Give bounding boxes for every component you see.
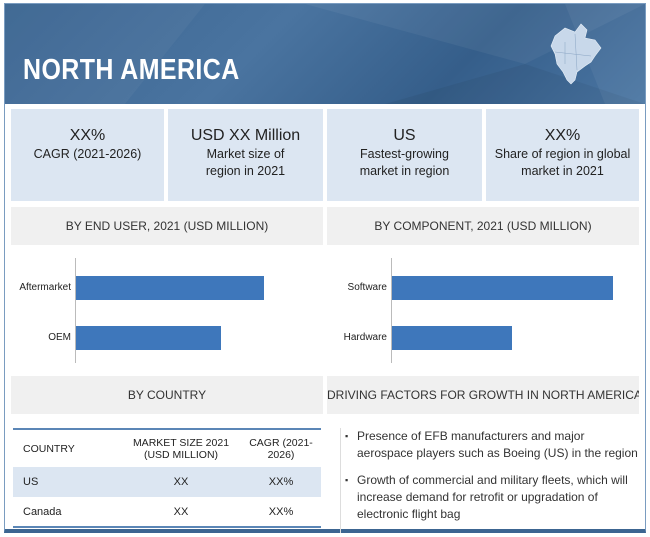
driving-factors-list: Presence of EFB manufacturers and major … bbox=[340, 428, 640, 533]
cell-country: Canada bbox=[23, 505, 62, 518]
end-user-chart: Aftermarket OEM bbox=[11, 248, 323, 373]
stat-label: Fastest-growing market in region bbox=[359, 147, 450, 178]
bar-aftermarket bbox=[76, 276, 264, 300]
col-country: COUNTRY bbox=[23, 442, 75, 455]
page-title: NORTH AMERICA bbox=[23, 54, 240, 86]
stat-value: XX% bbox=[544, 127, 581, 144]
background-polygons bbox=[5, 4, 645, 104]
stat-market-size: USD XX Million Market size of region in … bbox=[168, 109, 323, 201]
table-row: US XX XX% bbox=[13, 467, 321, 497]
country-table: COUNTRY MARKET SIZE 2021 (USD MILLION) C… bbox=[13, 428, 321, 528]
stat-share: XX% Share of region in global market in … bbox=[486, 109, 639, 201]
header-banner: NORTH AMERICA bbox=[5, 4, 645, 104]
cell-market-size: XX bbox=[173, 476, 189, 488]
component-chart: Software Hardware bbox=[327, 248, 639, 373]
factors-section-title: DRIVING FACTORS FOR GROWTH IN NORTH AMER… bbox=[327, 376, 639, 414]
category-label: Aftermarket bbox=[19, 282, 71, 293]
north-america-map-icon bbox=[550, 23, 602, 85]
category-label: OEM bbox=[48, 332, 71, 343]
bar-oem bbox=[76, 326, 222, 350]
category-label: Hardware bbox=[343, 332, 387, 343]
stat-value: USD XX Million bbox=[190, 127, 301, 144]
infographic: NORTH AMERICA XX% CAGR (2021-2026) USD X… bbox=[4, 3, 646, 533]
col-market-size: MARKET SIZE 2021 (USD MILLION) bbox=[132, 436, 230, 461]
stat-label: CAGR (2021-2026) bbox=[33, 147, 142, 161]
stat-value: XX% bbox=[69, 127, 106, 144]
country-section-title: BY COUNTRY bbox=[11, 376, 323, 414]
list-item: Presence of EFB manufacturers and major … bbox=[341, 428, 640, 462]
stat-value: US bbox=[393, 127, 416, 144]
col-cagr: CAGR (2021-2026) bbox=[249, 436, 313, 461]
stat-label: Market size of region in 2021 bbox=[205, 147, 286, 178]
cell-cagr: XX% bbox=[268, 505, 294, 518]
stat-fastest-growing: US Fastest-growing market in region bbox=[327, 109, 482, 201]
stat-cagr: XX% CAGR (2021-2026) bbox=[11, 109, 164, 201]
table-header-row: COUNTRY MARKET SIZE 2021 (USD MILLION) C… bbox=[13, 429, 321, 467]
component-chart-title: BY COMPONENT, 2021 (USD MILLION) bbox=[327, 207, 639, 245]
category-label: Software bbox=[347, 282, 387, 293]
table-row: Canada XX XX% bbox=[13, 497, 321, 527]
end-user-chart-title: BY END USER, 2021 (USD MILLION) bbox=[11, 207, 323, 245]
list-item: Growth of commercial and military fleets… bbox=[341, 472, 640, 523]
bar-software bbox=[392, 276, 613, 300]
cell-cagr: XX% bbox=[268, 476, 294, 488]
cell-market-size: XX bbox=[173, 505, 189, 518]
stat-label: Share of region in global market in 2021 bbox=[494, 147, 631, 178]
bar-hardware bbox=[392, 326, 512, 350]
y-axis bbox=[391, 258, 392, 363]
y-axis bbox=[75, 258, 76, 363]
cell-country: US bbox=[23, 476, 39, 488]
